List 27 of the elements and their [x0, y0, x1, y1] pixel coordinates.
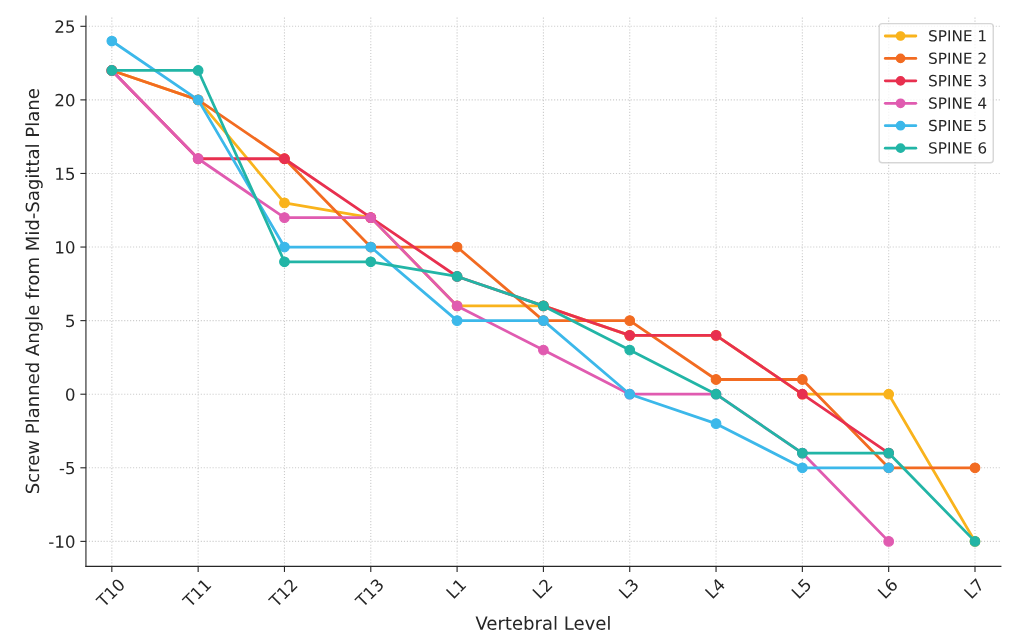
legend-label: SPINE 2 [929, 52, 986, 64]
y-tick-label: -5 [59, 461, 75, 475]
x-tick-label: T11 [181, 578, 212, 608]
y-tick-label: 25 [55, 20, 75, 33]
x-tick-label: L3 [618, 577, 640, 599]
x-tick-label: L7 [963, 578, 985, 599]
legend-label: SPINE 5 [929, 119, 986, 132]
legend-label: SPINE 4 [929, 97, 987, 109]
y-tick-label: 5 [66, 314, 75, 328]
x-tick-label: T10 [95, 577, 126, 609]
legend-label: SPINE 1 [929, 30, 986, 42]
legend-label: SPINE 3 [929, 74, 986, 87]
y-tick-label: 20 [55, 93, 75, 107]
x-tick-label: L2 [532, 578, 553, 599]
x-tick-label: T12 [267, 578, 298, 608]
x-tick-label: L6 [877, 577, 899, 599]
x-tick-label: L1 [445, 578, 467, 599]
legend-label: SPINE 6 [929, 142, 987, 154]
y-tick-label: -10 [49, 535, 75, 548]
x-tick-label: L4 [704, 577, 726, 599]
x-tick-label: T13 [354, 577, 385, 609]
x-tick-label: L5 [791, 578, 812, 599]
y-tick-label: 10 [56, 241, 75, 254]
x-axis-title: Vertebral Level [475, 615, 610, 630]
y-tick-label: 0 [66, 388, 75, 401]
y-axis-title: Screw Planned Angle from Mid-Sagittal Plane [25, 89, 43, 494]
y-tick-label: 15 [56, 167, 75, 181]
